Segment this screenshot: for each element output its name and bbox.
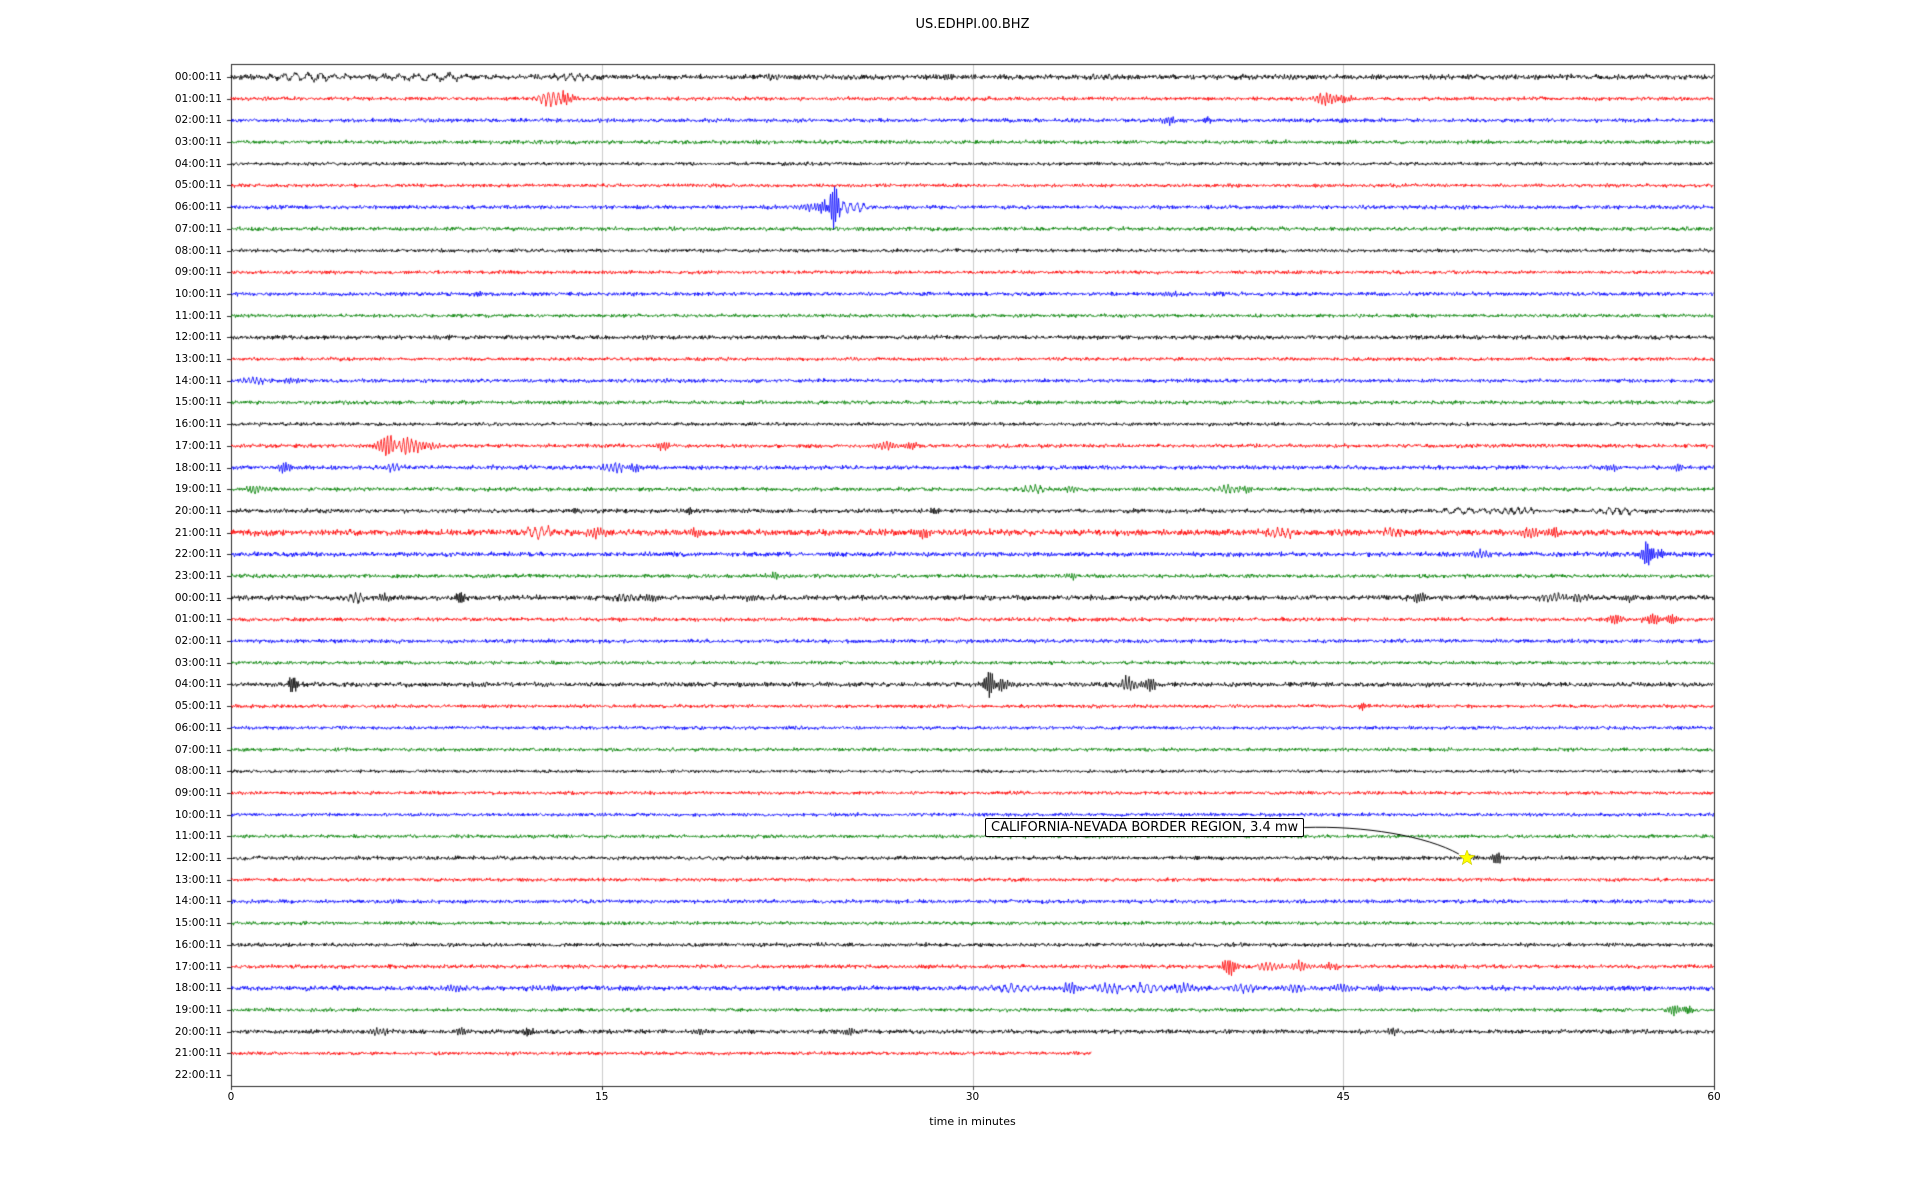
row-label: 12:00:11 [174,852,222,865]
row-label: 20:00:11 [174,504,222,517]
row-label: 17:00:11 [174,439,222,452]
row-label: 22:00:11 [174,1069,222,1081]
row-label: 20:00:11 [174,1025,222,1038]
row-label: 03:00:11 [174,136,222,149]
row-label: 00:00:11 [174,591,222,604]
row-label: 04:00:11 [174,157,222,170]
row-label: 19:00:11 [174,483,222,496]
row-label: 07:00:11 [174,222,222,235]
x-tick-label: 0 [227,1091,235,1103]
row-label: 02:00:11 [174,114,222,127]
row-label: 08:00:11 [174,765,222,778]
row-label: 06:00:11 [174,201,222,214]
row-label: 09:00:11 [174,786,222,799]
row-label: 21:00:11 [174,526,222,539]
row-label: 17:00:11 [174,960,222,973]
row-label: 18:00:11 [174,982,222,995]
chart-title: US.EDHPI.00.BHZ [915,17,1030,32]
row-label: 14:00:11 [174,374,222,387]
row-label: 01:00:11 [174,613,222,626]
row-label: 02:00:11 [174,635,222,648]
row-label: 16:00:11 [174,418,222,431]
row-label: 23:00:11 [174,570,222,582]
row-label: 14:00:11 [174,895,222,908]
row-label: 05:00:11 [174,700,222,713]
row-label: 03:00:11 [174,656,222,669]
row-label: 13:00:11 [174,873,222,886]
row-label: 08:00:11 [174,244,222,257]
row-label: 22:00:11 [174,548,222,561]
row-label: 07:00:11 [174,743,222,756]
row-label: 09:00:11 [174,266,222,279]
row-label: 18:00:11 [174,461,222,474]
event-annotation: CALIFORNIA-NEVADA BORDER REGION, 3.4 mw [985,818,1305,837]
x-tick-label: 30 [965,1091,980,1103]
row-label: 19:00:11 [174,1003,222,1016]
row-label: 05:00:11 [174,179,222,192]
row-label: 15:00:11 [174,917,222,930]
row-label: 13:00:11 [174,353,222,366]
row-label: 06:00:11 [174,721,222,734]
row-label: 00:00:11 [174,71,222,83]
row-label: 11:00:11 [174,309,222,322]
x-tick-label: 15 [595,1091,609,1103]
row-label: 10:00:11 [174,287,222,300]
row-label: 10:00:11 [174,808,222,821]
x-axis-label: time in minutes [929,1115,1016,1128]
row-label: 15:00:11 [174,396,222,409]
x-tick-label: 60 [1707,1091,1721,1103]
row-label: 12:00:11 [174,331,222,344]
row-label: 01:00:11 [174,92,222,105]
x-tick-label: 45 [1336,1091,1350,1103]
event-star-icon [1458,850,1475,866]
row-label: 04:00:11 [174,678,222,691]
row-label: 16:00:11 [174,938,222,951]
row-label: 21:00:11 [174,1047,222,1060]
row-label: 11:00:11 [174,830,222,843]
